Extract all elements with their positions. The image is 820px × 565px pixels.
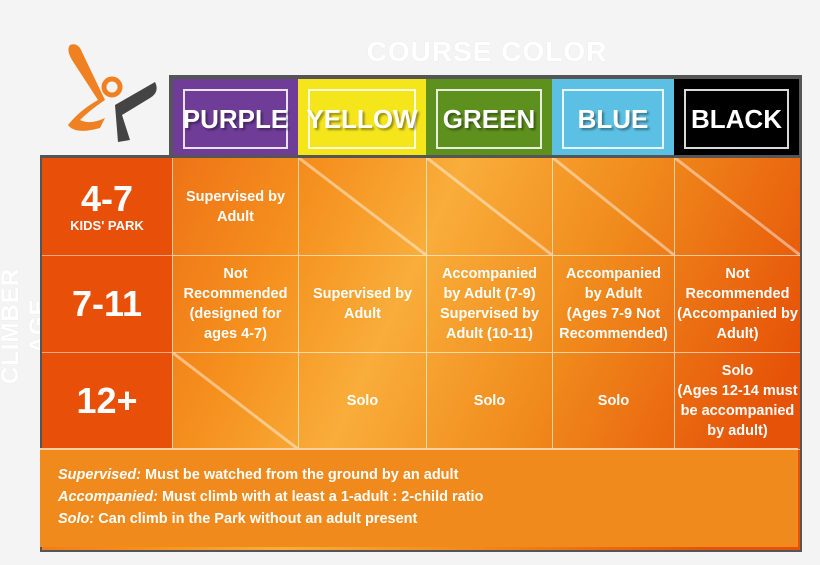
legend-item: Solo: Can climb in the Park without an a… [58,508,780,530]
rule-cell: Accompanied by Adult (7-9) Supervised by… [426,256,552,353]
age-subtitle: KIDS' PARK [70,218,144,233]
climber-logo [68,44,157,142]
diagonal-line [299,158,426,255]
rule-cell: Solo [298,353,426,450]
legend-text: Can climb in the Park without an adult p… [94,511,418,527]
not-applicable-cell [426,158,552,256]
age-range: 7-11 [71,283,143,324]
age-range: 4-7 [80,178,134,219]
age-row-header: 12+ [42,353,172,450]
color-header-row: PURPLE YELLOW GREEN BLUE BLACK [169,75,802,159]
age-row-header: 7-11 [42,256,172,353]
diagonal-line [675,158,800,255]
rule-cell: Supervised by Adult [298,256,426,353]
color-yellow: YELLOW [298,79,426,159]
legend-text: Must be watched from the ground by an ad… [141,467,459,483]
color-black: BLACK [674,79,799,159]
color-label: BLACK [691,103,782,134]
rule-cell: Not Recommended (designed for ages 4-7) [172,256,298,353]
color-label: PURPLE [182,103,289,134]
color-green: GREEN [426,79,552,159]
diagonal-line [173,353,298,449]
not-applicable-cell [298,158,426,256]
diagonal-line [427,158,552,255]
rule-cell: Accompanied by Adult (Ages 7-9 Not Recom… [552,256,674,353]
rule-cell: Solo (Ages 12-14 must be accompanied by … [674,353,800,450]
legend-text: Must climb with at least a 1-adult : 2-c… [157,489,484,505]
legend-term: Accompanied: [58,489,158,505]
legend-item: Supervised: Must be watched from the gro… [58,464,780,486]
not-applicable-cell [552,158,674,256]
color-blue: BLUE [552,79,674,159]
legend: Supervised: Must be watched from the gro… [40,448,798,547]
color-label: BLUE [577,103,649,134]
color-label: GREEN [442,103,536,134]
rule-cell: Solo [552,353,674,450]
age-range: 12+ [76,380,138,421]
course-color-title: COURSE COLOR [366,36,608,67]
diagonal-line [553,158,674,255]
rule-cell: Solo [426,353,552,450]
not-applicable-cell [172,353,298,450]
rule-cell: Supervised by Adult [172,158,298,256]
legend-term: Supervised: [58,467,141,483]
legend-item: Accompanied: Must climb with at least a … [58,486,780,508]
not-applicable-cell [674,158,800,256]
color-purple: PURPLE [173,79,298,159]
color-label: YELLOW [306,103,418,134]
rules-table: 4-7 KIDS' PARK Supervised by Adult 7-11 Not … [40,155,802,552]
rule-cell: Not Recommended (Accompanied by Adult) [674,256,800,353]
age-row-header: 4-7 KIDS' PARK [42,158,172,256]
legend-term: Solo: [58,511,95,527]
